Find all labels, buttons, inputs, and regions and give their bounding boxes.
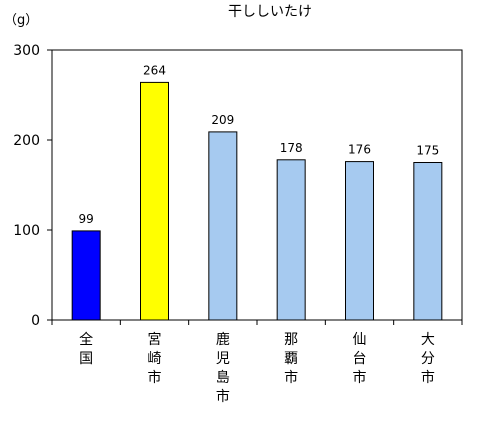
data-label: 176 [348, 143, 371, 157]
y-axis: 0 100 200 300 [13, 43, 52, 329]
y-tick-label: 0 [31, 313, 40, 329]
bar [71, 230, 101, 321]
y-unit-label: （g） [4, 13, 38, 28]
x-tick-label: 大分市 [421, 332, 435, 386]
x-tick-label: 仙台市 [353, 332, 367, 386]
data-label: 264 [143, 63, 166, 77]
data-label: 178 [280, 141, 303, 155]
x-tick-label: 宮崎市 [148, 332, 162, 386]
x-tick-label: 那覇市 [284, 332, 298, 386]
y-tick-label: 200 [13, 133, 40, 149]
x-axis-labels: 全国 宮崎市 鹿児島市 那覇市 仙台市 大分市 [51, 320, 463, 405]
data-label: 99 [79, 212, 94, 226]
bar [413, 162, 443, 321]
bars: 99 264 209 178 176 175 [71, 63, 443, 321]
x-tick-label: 全国 [79, 331, 93, 367]
chart-title: 干ししいたけ [228, 4, 312, 20]
bar [140, 81, 169, 321]
y-tick-label: 100 [13, 223, 40, 239]
bar [208, 131, 238, 321]
plot-area [51, 49, 463, 321]
bar [345, 161, 374, 321]
bar [276, 159, 306, 321]
y-tick-label: 300 [13, 43, 40, 59]
data-label: 175 [416, 144, 439, 158]
data-label: 209 [211, 113, 234, 127]
x-tick-label: 鹿児島市 [216, 331, 230, 405]
